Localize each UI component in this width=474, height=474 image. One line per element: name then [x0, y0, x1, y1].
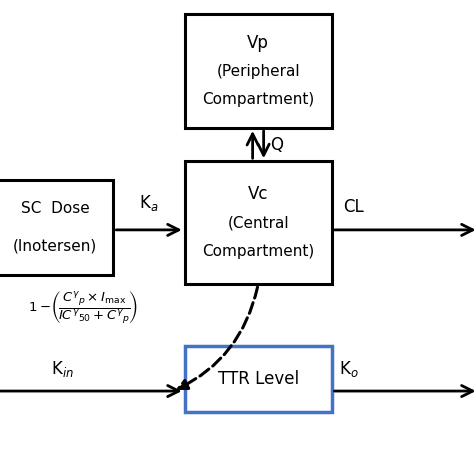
- Text: Vp: Vp: [247, 34, 269, 52]
- Text: (Central: (Central: [228, 215, 289, 230]
- Text: TTR Level: TTR Level: [218, 370, 299, 388]
- Text: Compartment): Compartment): [202, 92, 314, 107]
- Text: (Inotersen): (Inotersen): [13, 239, 97, 254]
- Bar: [185, 14, 332, 128]
- Text: K$_a$: K$_a$: [139, 193, 159, 213]
- Text: K$_{in}$: K$_{in}$: [52, 359, 74, 379]
- Text: Q: Q: [271, 136, 283, 154]
- Text: K$_{o}$: K$_{o}$: [338, 359, 358, 379]
- Text: $1-\!\left(\!\dfrac{C^{\gamma}{}_{p}\times I_{\rm max}}{IC^{\gamma}{}_{50}+C^{\g: $1-\!\left(\!\dfrac{C^{\gamma}{}_{p}\tim…: [28, 290, 138, 327]
- Text: Vc: Vc: [248, 185, 268, 203]
- Text: (Peripheral: (Peripheral: [216, 64, 300, 79]
- FancyArrowPatch shape: [179, 287, 257, 389]
- Bar: [185, 161, 332, 284]
- Text: SC  Dose: SC Dose: [20, 201, 89, 216]
- Text: CL: CL: [343, 198, 364, 216]
- Bar: [0, 180, 113, 275]
- Bar: [185, 346, 332, 412]
- Text: Compartment): Compartment): [202, 244, 314, 259]
